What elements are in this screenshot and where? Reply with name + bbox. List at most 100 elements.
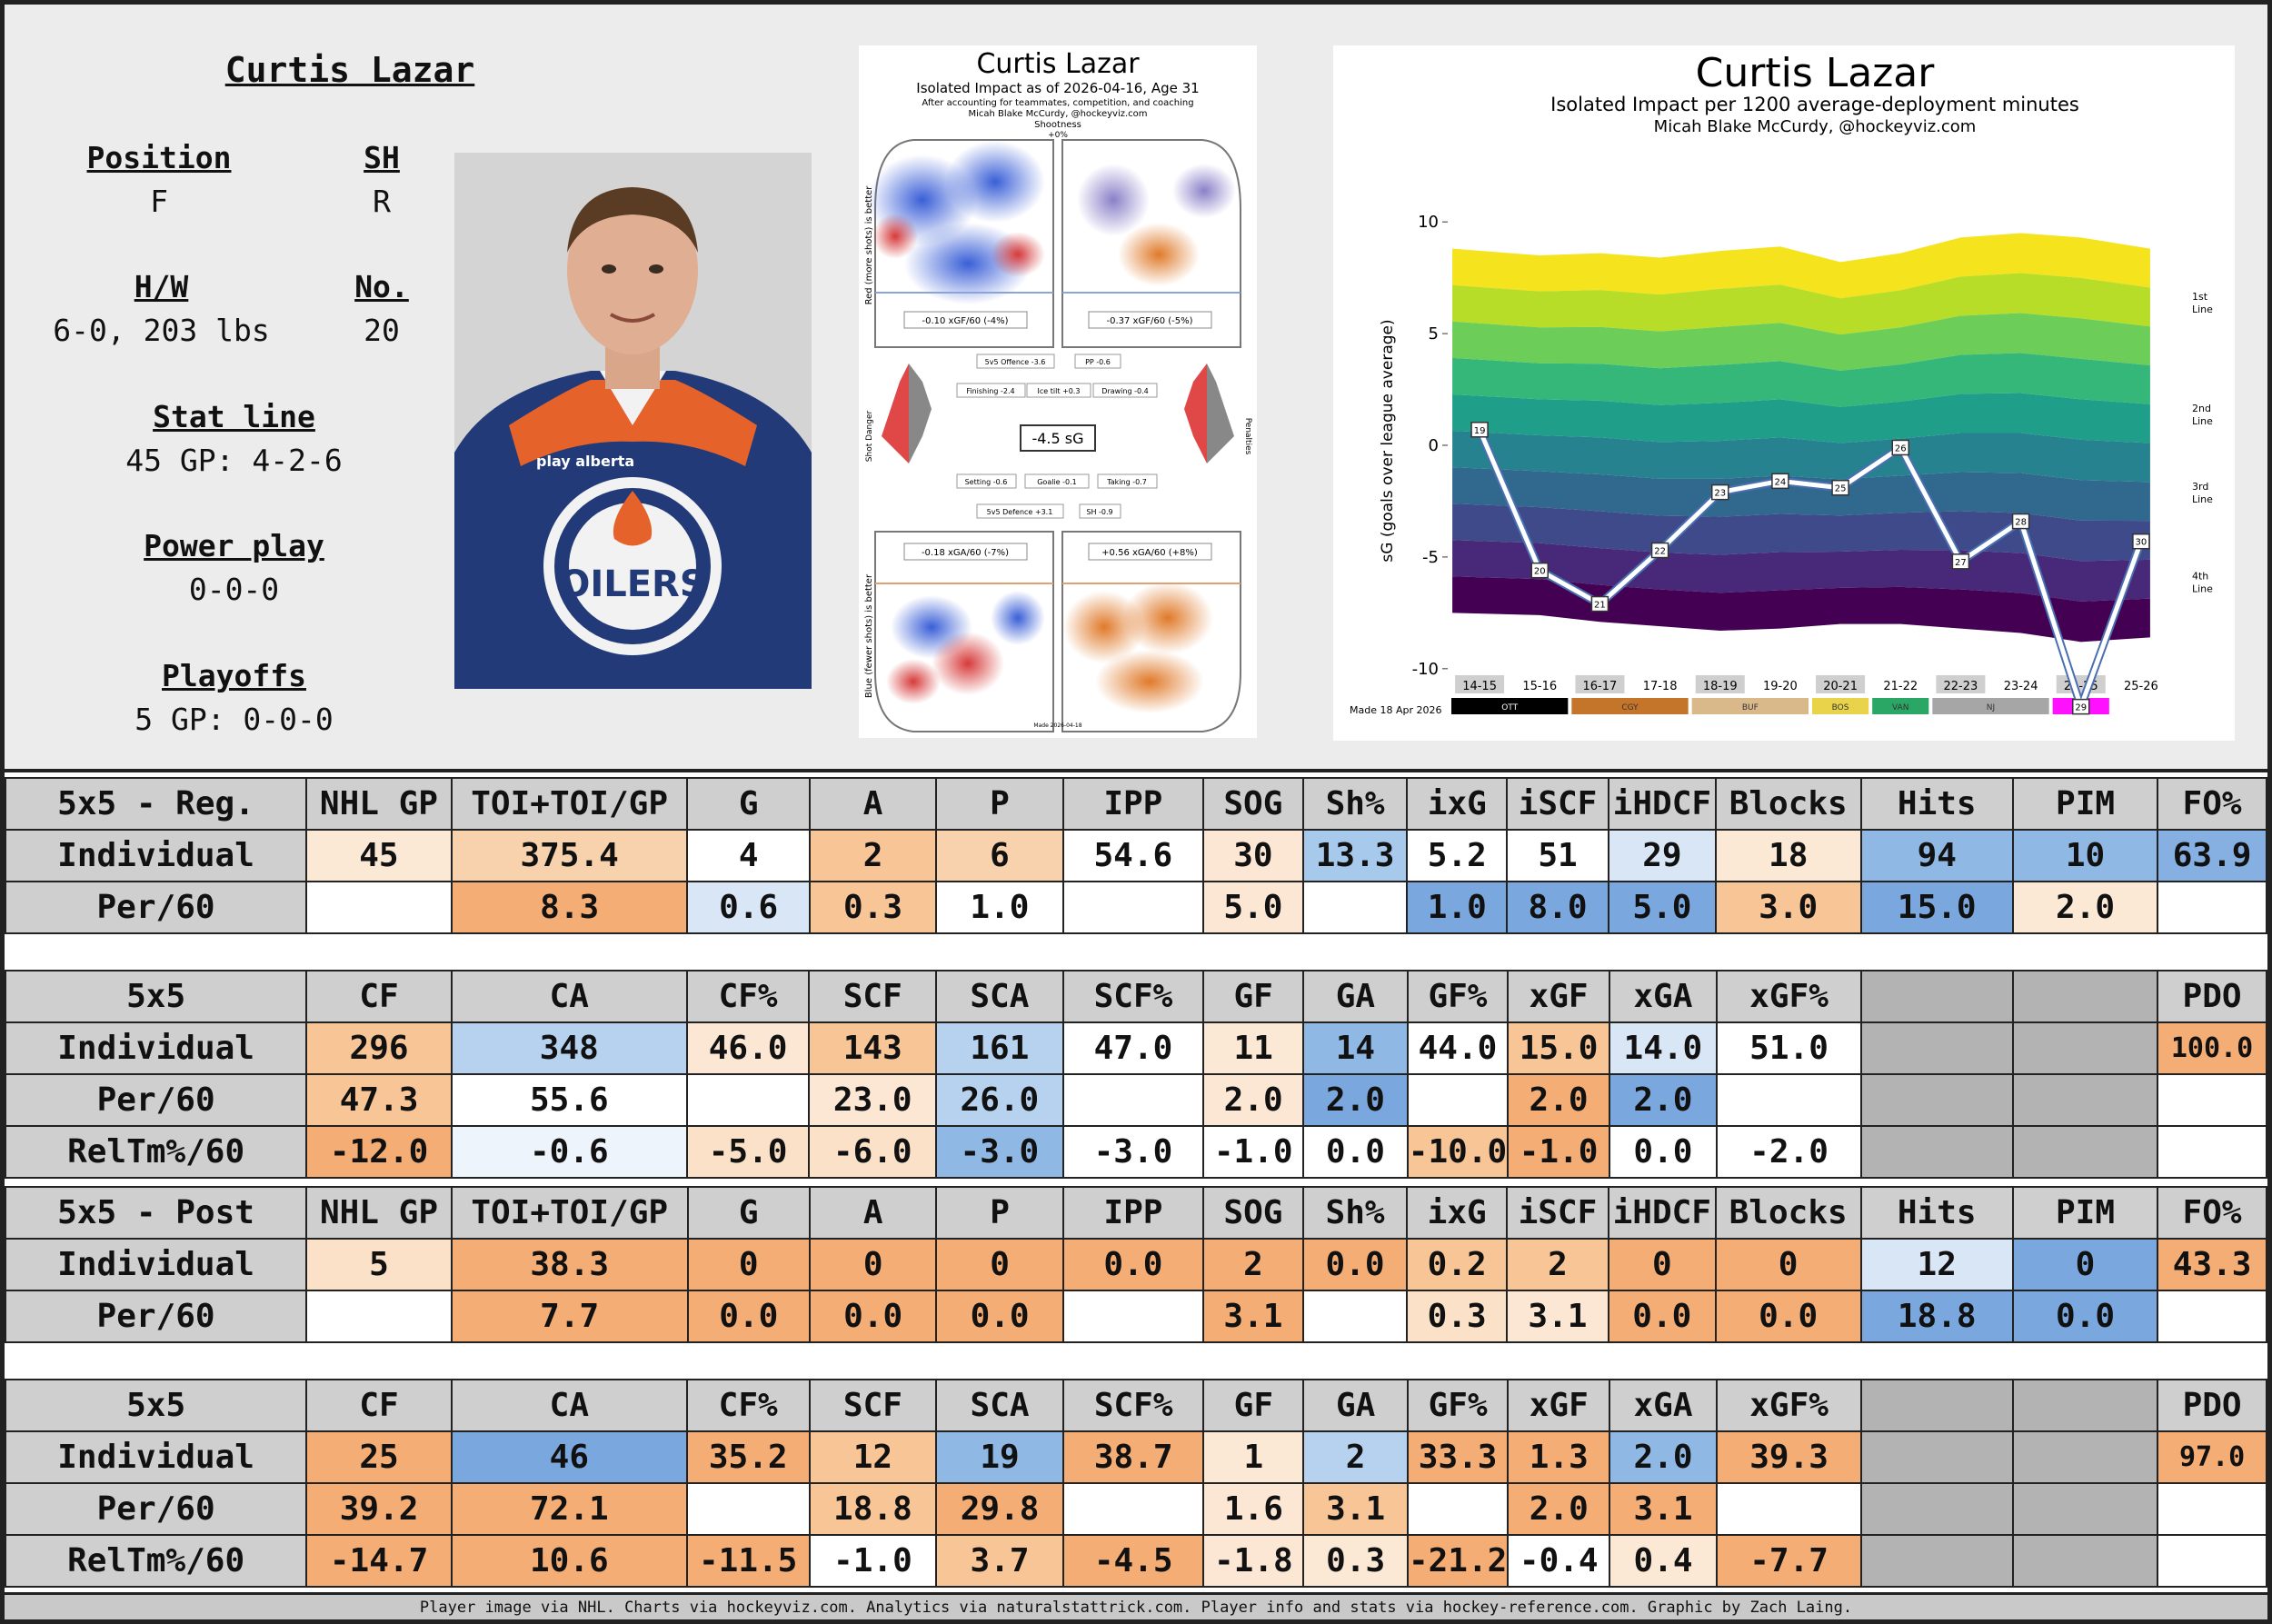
team-segment <box>1571 698 1689 714</box>
table-header-cell: Sh% <box>1301 777 1409 831</box>
table-cell: 2.0 <box>1609 1430 1718 1484</box>
reg-season-individual-table: 5x5 - Reg. NHL GP TOI+TOI/GP G A P IPP SOG Sh% ix… <box>4 777 2267 934</box>
trend-credit: Micah Blake McCurdy, @hockeyviz.com <box>1654 117 1977 136</box>
row-label: Per/60 <box>4 1073 308 1127</box>
statline-label: Stat line <box>153 399 315 434</box>
table-cell: -2.0 <box>1715 1125 1863 1179</box>
table-header-cell: SOG <box>1202 777 1304 831</box>
impact-point-label: 30 <box>2136 538 2147 548</box>
impact-label: Taking -0.7 <box>1106 478 1147 486</box>
table-cell <box>305 1290 453 1343</box>
impact-point <box>1951 553 1970 570</box>
team-label: CGY <box>1621 703 1639 712</box>
season-label: 14-15 <box>1462 680 1497 693</box>
y-tick-label: 10 <box>1418 213 1439 232</box>
table-cell <box>1061 1482 1205 1536</box>
table-cell: -21.2 <box>1406 1534 1510 1588</box>
table-cell <box>685 1073 811 1127</box>
table-header-cell: PIM <box>2011 777 2159 831</box>
table-cell: 0 <box>2011 1238 2159 1291</box>
impact-point-label: 28 <box>2015 518 2027 528</box>
season-shade <box>1936 675 1986 693</box>
trend-ylabel: sG (goals over league average) <box>1379 319 1397 562</box>
season-label: 22-23 <box>1944 680 1978 693</box>
deployment-band <box>1452 313 2150 371</box>
table-cell: 0 <box>935 1238 1064 1291</box>
table-row: Per/60 7.7 0.0 0.0 0.0 3.1 0.3 3.1 0.0 0.0 18.8 0.0 <box>4 1290 2267 1343</box>
table-cell: 3.0 <box>1714 881 1862 934</box>
season-label: 21-22 <box>1883 680 1918 693</box>
table-header-cell: A <box>808 1186 938 1240</box>
side-right-label: Penalties <box>1243 418 1252 455</box>
season-shade <box>1816 675 1866 693</box>
table-header-cell: NHL GP <box>305 1186 453 1240</box>
impact-point-label: 19 <box>1474 426 1486 436</box>
band-label: 3rd <box>2192 481 2208 493</box>
rink-made: Made 2026-04-18 <box>1033 722 1081 729</box>
impact-point-label: 25 <box>1835 484 1847 494</box>
off-left-value: -0.10 xGF/60 (-4%) <box>922 316 1008 326</box>
position-value: F <box>150 184 168 219</box>
table-cell <box>2157 1125 2267 1179</box>
table-header-cell: G <box>686 1186 811 1240</box>
table-cell <box>2157 1534 2267 1588</box>
table-header-row: 5x5 - Post NHL GP TOI+TOI/GP G A P IPP SOG Sh% ix… <box>4 1186 2267 1240</box>
table-header-cell: iHDCF <box>1607 777 1717 831</box>
table-cell <box>2157 881 2267 934</box>
row-label: Per/60 <box>4 881 308 934</box>
impact-label: Finishing -2.4 <box>966 387 1014 395</box>
team-segment <box>1812 698 1869 714</box>
row-label: Per/60 <box>4 1482 308 1536</box>
team-segment <box>1932 698 2049 714</box>
table-header-cell: xGF <box>1507 970 1610 1023</box>
table-cell: 18.8 <box>1859 1290 2014 1343</box>
table-header-row: 5x5 CF CA CF% SCF SCA SCF% GF GA GF% xGF xGA xGF% PDO <box>4 1379 2267 1432</box>
table-cell <box>2012 1073 2159 1127</box>
season-label: 25-26 <box>2124 680 2158 693</box>
team-label: OTT <box>1501 703 1518 712</box>
table-header-cell: IPP <box>1061 777 1205 831</box>
table-header-cell: xGA <box>1609 1379 1718 1432</box>
table-cell: 1.6 <box>1202 1482 1305 1536</box>
table-cell: 15.0 <box>1507 1021 1610 1075</box>
table-cell <box>1860 1125 2015 1179</box>
defence-rink-right <box>1061 531 1241 732</box>
table-cell: 29.8 <box>935 1482 1064 1536</box>
impact-point <box>1831 479 1849 496</box>
isolated-impact-rink-chart: Curtis Lazar Isolated Impact as of 2026-… <box>859 45 1257 738</box>
table-cell <box>1061 881 1205 934</box>
table-cell: 10.6 <box>450 1534 688 1588</box>
table-cell: -1.0 <box>1507 1125 1610 1179</box>
table-cell: 63.9 <box>2157 829 2267 882</box>
table-row: Individual 296 348 46.0 143 161 47.0 11 14 44.0 15… <box>4 1021 2267 1075</box>
impact-point <box>1590 595 1609 613</box>
def-right-value: +0.56 xGA/60 (+8%) <box>1101 548 1198 558</box>
number-label: No. <box>354 269 409 304</box>
table-header-cell: 5x5 - Post <box>4 1186 308 1240</box>
height-weight-value: 6-0, 203 lbs <box>53 313 270 348</box>
table-header-cell: iSCF <box>1506 777 1609 831</box>
playoffs-onice-table: 5x5 CF CA CF% SCF SCA SCF% GF GA GF% xGF xGA xGF% PDO… <box>4 1379 2267 1588</box>
table-header-cell <box>1860 970 2015 1023</box>
table-header-cell: GA <box>1302 970 1409 1023</box>
table-cell: -0.6 <box>450 1125 688 1179</box>
table-cell: 0.0 <box>1301 1238 1409 1291</box>
season-label: 19-20 <box>1763 680 1798 693</box>
band-label: Line <box>2192 583 2213 595</box>
table-cell: 0.3 <box>1406 1290 1509 1343</box>
table-header-cell <box>2012 970 2159 1023</box>
jersey-sponsor-text: play alberta <box>536 453 634 470</box>
table-header-cell: CF% <box>685 970 811 1023</box>
table-cell: 6 <box>935 829 1064 882</box>
player-photo: OILERS play alberta <box>454 153 812 689</box>
statline-value: 45 GP: 4-2-6 <box>125 443 343 478</box>
impact-label: Goalie -0.1 <box>1037 478 1077 486</box>
season-shade <box>1575 675 1625 693</box>
season-label: 20-21 <box>1823 680 1858 693</box>
table-cell: 47.3 <box>305 1073 453 1127</box>
table-cell: 0.0 <box>1608 1125 1718 1179</box>
table-cell <box>2012 1430 2159 1484</box>
number-value: 20 <box>364 313 400 348</box>
table-cell: 0.0 <box>686 1290 811 1343</box>
